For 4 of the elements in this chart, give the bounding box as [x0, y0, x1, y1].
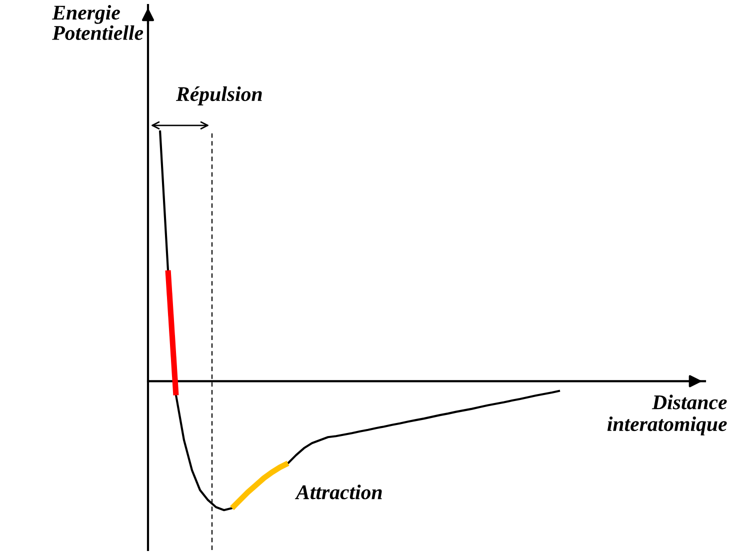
text: Répulsion — [176, 86, 262, 106]
x-axis-title: Distance interatomique — [607, 394, 727, 436]
y-axis-title: Energie Potentielle — [52, 5, 144, 40]
annotation: Attraction — [294, 484, 382, 500]
